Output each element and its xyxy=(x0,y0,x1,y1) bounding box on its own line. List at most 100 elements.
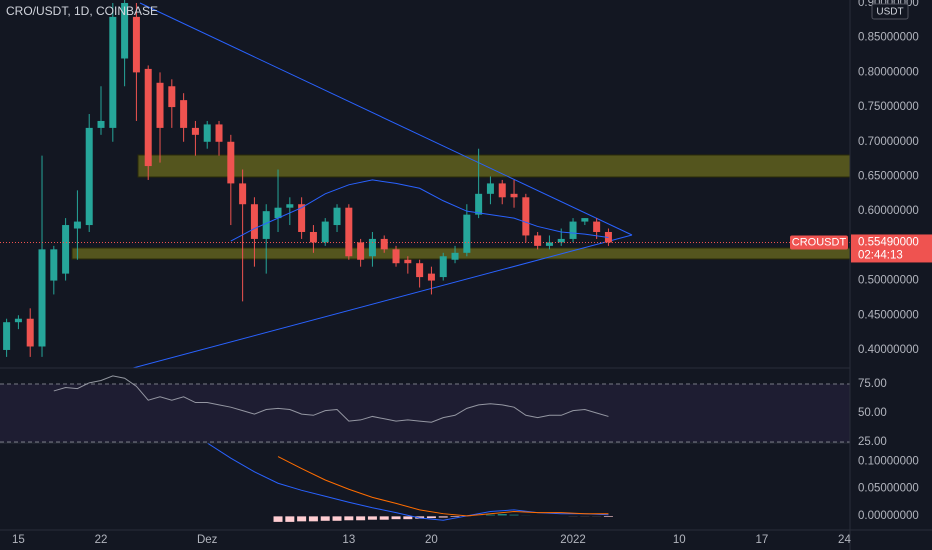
histogram-bar xyxy=(390,515,402,521)
support-zone xyxy=(71,247,850,260)
price-pane xyxy=(0,0,850,368)
y-tick-label: 0.70000000 xyxy=(858,136,919,148)
candle-body xyxy=(109,16,117,128)
x-tick-label: Dez xyxy=(197,534,218,546)
candle-body xyxy=(180,100,188,128)
candle-body xyxy=(298,204,306,232)
candle-body xyxy=(321,221,329,243)
histogram-bar xyxy=(591,515,603,518)
resistance-zone xyxy=(137,154,850,178)
candle-body xyxy=(557,238,565,243)
candle-body xyxy=(486,183,494,194)
histogram-bar xyxy=(532,514,544,517)
x-tick-label: 15 xyxy=(12,534,25,546)
x-tick-label: 24 xyxy=(838,534,851,546)
y-tick-label: 25.00 xyxy=(858,436,887,448)
candle-body xyxy=(132,16,140,73)
candle-body xyxy=(593,221,601,232)
y-tick-label: 0.80000000 xyxy=(858,66,919,78)
histogram-bar xyxy=(272,515,284,523)
candle-body xyxy=(50,249,58,281)
candle-body xyxy=(14,318,22,323)
rsi-pane xyxy=(0,375,850,443)
candle-body xyxy=(215,124,223,142)
price-tag: 0.55490000 xyxy=(858,236,919,248)
candle-body xyxy=(498,183,506,198)
candle-body xyxy=(62,225,70,274)
symbol-tag: CROUSDT xyxy=(792,236,847,248)
candle-body xyxy=(569,221,577,239)
countdown: 02:44:13 xyxy=(858,249,903,261)
histogram-bar xyxy=(555,515,567,518)
candle-body xyxy=(368,238,376,257)
histogram-bar xyxy=(520,514,532,517)
histogram-bar xyxy=(567,515,579,518)
candle-body xyxy=(522,197,530,236)
histogram-bar xyxy=(602,515,614,518)
candle-body xyxy=(168,86,176,108)
macd-pane xyxy=(206,443,614,523)
candle-body xyxy=(156,82,164,128)
candle-body xyxy=(309,231,317,243)
histogram-bar xyxy=(508,513,520,517)
histogram-bar xyxy=(402,515,414,521)
histogram-bar xyxy=(355,515,367,522)
price-tag-box xyxy=(851,234,932,263)
candle-body xyxy=(392,249,400,264)
candle-body xyxy=(427,273,435,281)
x-tick-label: 13 xyxy=(342,534,355,546)
triangle-upper-line xyxy=(139,2,633,236)
candle-body xyxy=(534,235,542,246)
histogram-bar xyxy=(414,515,426,520)
candle-body xyxy=(250,204,258,239)
x-tick-label: 22 xyxy=(95,534,108,546)
y-tick-label: 0.50000000 xyxy=(858,275,919,287)
y-tick-label: 0.75000000 xyxy=(858,101,919,113)
x-tick-label: 10 xyxy=(673,534,686,546)
x-tick-label: 17 xyxy=(755,534,768,546)
candle-body xyxy=(333,207,341,226)
currency-label[interactable]: USDT xyxy=(876,7,903,18)
candle-body xyxy=(357,242,365,260)
histogram-bar xyxy=(331,515,343,522)
candle-body xyxy=(97,120,105,128)
candle-body xyxy=(144,68,152,167)
y-tick-label: 0.00000000 xyxy=(858,510,919,522)
candle-body xyxy=(380,238,388,250)
candle-body xyxy=(239,183,247,205)
x-tick-label: 20 xyxy=(425,534,438,546)
y-tick-label: 0.65000000 xyxy=(858,171,919,183)
histogram-bar xyxy=(378,515,390,521)
symbol-tag-box xyxy=(790,235,848,250)
rsi-line xyxy=(53,375,609,423)
y-tick-label: 0.60000000 xyxy=(858,205,919,217)
candle-body xyxy=(286,204,294,208)
y-tick-label: 0.40000000 xyxy=(858,344,919,356)
histogram-bar xyxy=(319,515,331,522)
moving-average-line xyxy=(230,179,609,242)
histogram-bar xyxy=(484,513,496,517)
histogram-bar xyxy=(425,515,437,520)
y-tick-label: 0.45000000 xyxy=(858,309,919,321)
macd-line xyxy=(277,456,609,517)
candle-body xyxy=(73,221,81,229)
y-tick-label: 75.00 xyxy=(858,378,887,390)
candle-body xyxy=(85,127,93,226)
histogram-bar xyxy=(579,515,591,518)
triangle-lower-line xyxy=(132,234,633,368)
histogram-bar xyxy=(343,515,355,522)
candle-body xyxy=(274,207,282,219)
currency-badge[interactable] xyxy=(871,3,909,20)
candle-body xyxy=(475,193,483,215)
candle-body xyxy=(510,193,518,198)
histogram-bar xyxy=(296,515,308,523)
histogram-bar xyxy=(307,515,319,523)
symbol-info: CRO/USDT, 1D, COINBASE xyxy=(6,4,158,18)
candle-body xyxy=(262,211,270,239)
candle-body xyxy=(26,318,34,347)
candle-body xyxy=(191,127,199,135)
y-tick-label: 0.05000000 xyxy=(858,483,919,495)
